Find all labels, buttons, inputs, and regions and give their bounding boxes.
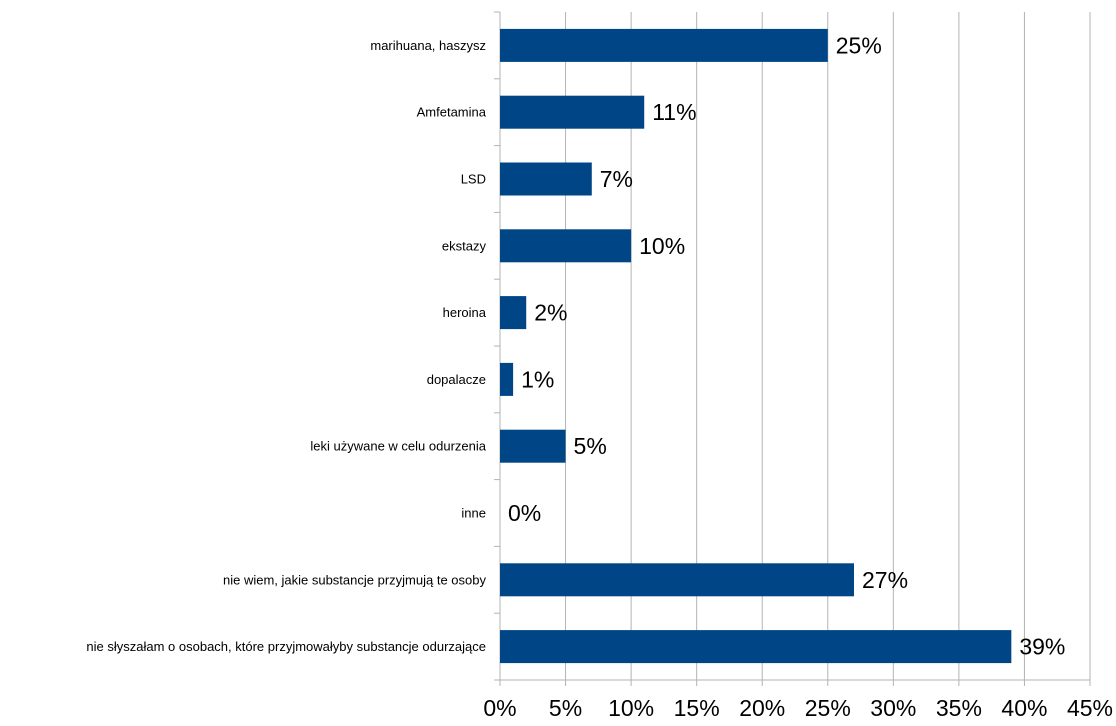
data-label: 0%: [508, 500, 541, 526]
data-label: 1%: [521, 366, 554, 392]
bar: [500, 429, 566, 463]
x-tick-label: 0%: [483, 695, 516, 721]
x-tick-label: 45%: [1067, 695, 1113, 721]
x-tick-label: 25%: [805, 695, 851, 721]
x-tick-label: 30%: [870, 695, 916, 721]
category-label: nie słyszałam o osobach, które przyjmowa…: [86, 639, 486, 654]
data-label: 5%: [574, 433, 607, 459]
data-label: 27%: [862, 567, 908, 593]
bar: [500, 229, 632, 263]
bars: [500, 28, 1012, 664]
category-label: LSD: [461, 172, 486, 187]
bar: [500, 162, 592, 196]
bar: [500, 28, 828, 62]
x-tick-label: 10%: [608, 695, 654, 721]
x-tick-label: 15%: [674, 695, 720, 721]
bar: [500, 362, 514, 396]
x-tick-label: 40%: [1001, 695, 1047, 721]
category-label: dopalacze: [427, 372, 486, 387]
category-label: heroina: [443, 305, 487, 320]
data-label: 25%: [836, 32, 882, 58]
data-label: 10%: [639, 233, 685, 259]
category-label: ekstazy: [442, 238, 487, 253]
data-label: 11%: [652, 99, 696, 125]
bar: [500, 630, 1012, 664]
data-label: 7%: [600, 166, 633, 192]
data-label: 39%: [1019, 634, 1065, 660]
x-tick-label: 5%: [549, 695, 582, 721]
bar: [500, 95, 645, 129]
bar: [500, 296, 527, 330]
labels: 0% 5% 10% 15% 20% 25% 30% 35% 40% 45% marihuana, h…: [86, 32, 1113, 721]
category-label: inne: [461, 506, 486, 521]
category-label: Amfetamina: [417, 105, 487, 120]
category-label: marihuana, haszysz: [370, 38, 486, 53]
x-tick-label: 20%: [739, 695, 785, 721]
bar: [500, 563, 854, 597]
category-label: leki używane w celu odurzenia: [310, 439, 486, 454]
category-label: nie wiem, jakie substancje przyjmują te …: [223, 572, 487, 587]
x-tick-label: 35%: [936, 695, 982, 721]
data-label: 2%: [534, 300, 567, 326]
